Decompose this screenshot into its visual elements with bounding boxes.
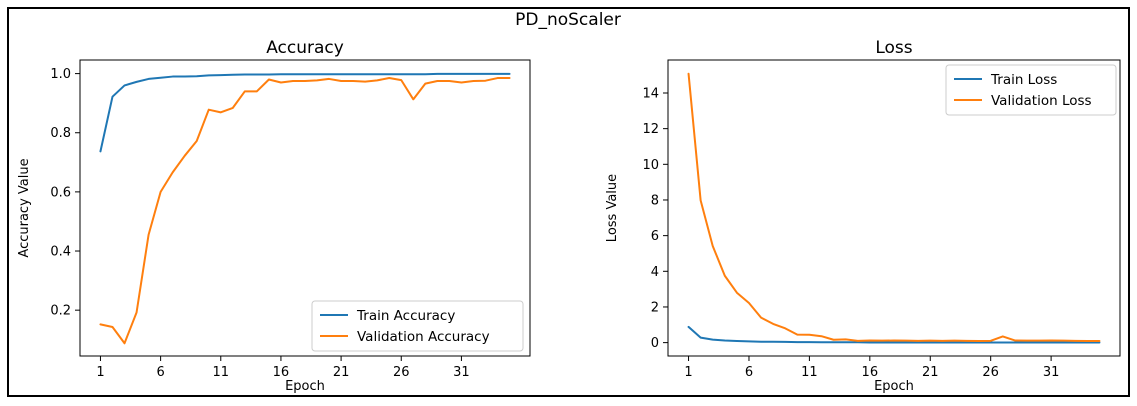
chart2-y-tick-label: 10 bbox=[642, 158, 659, 173]
chart1-y-tick-label: 1.0 bbox=[50, 67, 71, 82]
chart2-y-tick-label: 4 bbox=[651, 265, 659, 280]
chart1-x-tick-label: 21 bbox=[333, 365, 350, 380]
chart2-y-tick-label: 6 bbox=[651, 229, 659, 244]
chart1-x-tick-label: 31 bbox=[453, 365, 470, 380]
chart2-title: Loss bbox=[875, 38, 912, 58]
chart1-series-train-accuracy bbox=[99, 72, 511, 153]
chart1-legend-label-train-accuracy: Train Accuracy bbox=[356, 308, 455, 324]
chart2-y-tick-label: 8 bbox=[651, 193, 659, 208]
chart1-series-validation-accuracy bbox=[99, 77, 511, 345]
figure-suptitle: PD_noScaler bbox=[515, 10, 621, 30]
chart2-legend-label-validation-loss: Validation Loss bbox=[991, 93, 1092, 109]
chart1-x-axis-label: Epoch bbox=[285, 379, 325, 394]
chart1-legend-box bbox=[311, 300, 524, 352]
chart2-series-validation-loss bbox=[687, 72, 1101, 343]
chart1-y-tick-label: 0.2 bbox=[50, 304, 71, 319]
chart2-y-tick-label: 2 bbox=[651, 300, 659, 315]
chart1-x-tick-label: 26 bbox=[393, 365, 410, 380]
chart1-y-tick-label: 0.4 bbox=[50, 245, 71, 260]
chart1-legend-label-validation-accuracy: Validation Accuracy bbox=[357, 329, 490, 345]
chart2-x-tick-label: 6 bbox=[745, 365, 753, 380]
chart1-x-tick-label: 6 bbox=[156, 365, 164, 380]
chart2-x-tick-label: 31 bbox=[1043, 365, 1060, 380]
chart1-y-tick-label: 0.6 bbox=[50, 185, 71, 200]
chart2-x-tick-label: 11 bbox=[801, 365, 818, 380]
chart1-x-tick-label: 11 bbox=[213, 365, 230, 380]
chart1-legend: Train Accuracy Validation Accuracy bbox=[311, 300, 524, 352]
chart1-axes-frame bbox=[79, 59, 531, 357]
chart1-y-axis-label: Accuracy Value bbox=[17, 158, 32, 257]
chart1-x-tick-label: 16 bbox=[273, 365, 290, 380]
chart2-x-tick-label: 1 bbox=[684, 365, 692, 380]
chart1-x-tick-label: 1 bbox=[96, 365, 104, 380]
chart2-legend-label-train-loss: Train Loss bbox=[990, 72, 1057, 88]
chart2-y-tick-label: 12 bbox=[642, 122, 659, 137]
chart2-legend-box bbox=[945, 64, 1117, 116]
chart2-series-train-loss bbox=[687, 325, 1101, 344]
chart2-x-axis-label: Epoch bbox=[874, 379, 914, 394]
chart2-y-tick-label: 14 bbox=[642, 86, 659, 101]
chart2-y-tick-label: 0 bbox=[651, 336, 659, 351]
figure-border bbox=[7, 7, 1130, 397]
chart1-y-tick-label: 0.8 bbox=[50, 126, 71, 141]
chart2-x-tick-label: 26 bbox=[982, 365, 999, 380]
chart2-legend: Train Loss Validation Loss bbox=[945, 64, 1117, 116]
chart2-x-tick-label: 21 bbox=[922, 365, 939, 380]
chart1-title: Accuracy bbox=[266, 38, 344, 58]
chart2-x-tick-label: 16 bbox=[862, 365, 879, 380]
chart2-y-axis-label: Loss Value bbox=[605, 174, 620, 242]
chart2-axes-frame bbox=[667, 59, 1121, 357]
